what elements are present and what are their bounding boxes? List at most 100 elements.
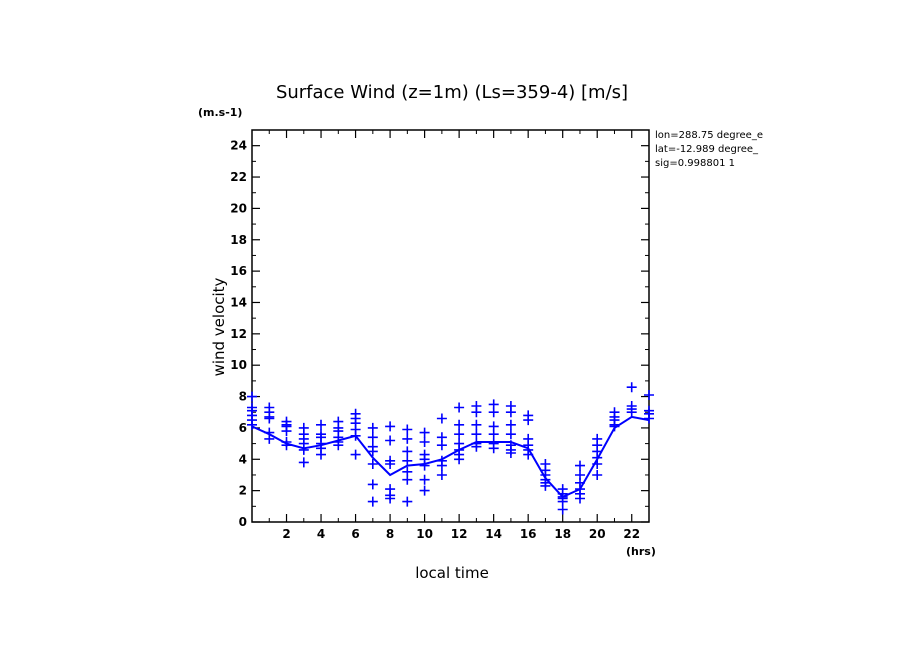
data-point-15-1: [505, 407, 516, 418]
data-point-15-6: [505, 448, 516, 458]
data-point-9-6: [402, 496, 413, 507]
data-point-8-0: [385, 421, 396, 432]
data-point-15-2: [505, 419, 516, 430]
data-point-23-3: [644, 413, 654, 424]
x-tick-label-10: 10: [416, 527, 433, 541]
data-point-20-4: [592, 459, 603, 469]
data-point-8-6: [385, 493, 396, 504]
y-tick-label-12: 12: [230, 327, 247, 341]
data-point-12-0: [454, 402, 465, 413]
data-point-7-4: [367, 459, 378, 469]
data-point-2-3: [281, 426, 292, 437]
x-axis-label: local time: [415, 564, 489, 582]
data-point-11-5: [436, 470, 447, 480]
data-point-21-4: [609, 421, 620, 432]
data-point-10-0: [419, 427, 430, 438]
data-point-22-3: [626, 407, 637, 418]
x-tick-label-8: 8: [386, 527, 394, 541]
x-tick-label-2: 2: [282, 527, 290, 541]
y-tick-label-4: 4: [239, 452, 247, 466]
data-point-19-5: [575, 493, 585, 504]
data-point-12-6: [454, 454, 465, 465]
y-tick-label-14: 14: [230, 295, 247, 309]
data-point-1-5: [264, 433, 275, 444]
data-point-10-1: [419, 437, 430, 447]
data-point-7-5: [367, 479, 378, 490]
data-point-17-5: [540, 480, 551, 491]
data-point-7-6: [367, 496, 378, 507]
x-tick-label-20: 20: [589, 527, 606, 541]
data-point-10-5: [419, 474, 430, 485]
data-point-6-4: [350, 430, 361, 441]
data-point-14-5: [488, 443, 499, 454]
annotation-lon: lon=288.75 degree_e: [655, 130, 763, 141]
mean-line: [251, 415, 650, 499]
data-point-13-3: [471, 429, 482, 440]
chart-title: Surface Wind (z=1m) (Ls=359-4) [m/s]: [276, 82, 628, 103]
data-point-9-1: [402, 433, 413, 444]
x-tick-label-22: 22: [623, 527, 640, 541]
data-point-3-4: [298, 444, 309, 455]
annotation-sig: sig=0.998801 1: [655, 158, 735, 169]
data-point-23-0: [644, 390, 654, 400]
data-point-2-5: [281, 440, 292, 451]
x-tick-label-18: 18: [554, 527, 571, 541]
y-tick-label-0: 0: [239, 515, 247, 529]
data-point-9-0: [402, 424, 413, 435]
data-point-9-3: [402, 455, 413, 466]
data-point-13-2: [471, 419, 482, 430]
y-tick-label-16: 16: [230, 264, 247, 278]
x-tick-label-12: 12: [451, 527, 468, 541]
data-point-15-3: [505, 429, 516, 440]
data-point-12-2: [454, 429, 465, 440]
y-tick-label-24: 24: [230, 139, 247, 153]
data-point-7-0: [367, 422, 378, 433]
data-point-11-2: [436, 440, 447, 451]
data-point-0-0: [247, 391, 257, 402]
data-point-9-5: [402, 474, 413, 485]
x-tick-label-4: 4: [317, 527, 325, 541]
y-tick-label-10: 10: [230, 358, 247, 372]
data-point-8-1: [385, 435, 396, 446]
data-point-11-0: [436, 413, 447, 424]
x-tick-label-14: 14: [485, 527, 502, 541]
data-point-7-3: [367, 446, 378, 457]
data-point-4-0: [316, 419, 326, 430]
x-unit-label: (hrs): [626, 545, 656, 558]
data-point-4-5: [316, 449, 326, 460]
data-point-1-3: [264, 413, 275, 424]
plot-frame: [251, 129, 650, 523]
data-point-7-1: [367, 432, 378, 443]
data-point-19-0: [575, 460, 585, 471]
y-tick-label-22: 22: [230, 170, 247, 184]
data-point-3-5: [298, 457, 309, 468]
data-point-13-5: [471, 441, 482, 452]
annotation-lat: lat=-12.989 degree_: [655, 144, 759, 155]
data-point-8-3: [385, 459, 396, 469]
data-point-11-4: [436, 460, 447, 471]
data-point-13-1: [471, 407, 482, 418]
y-tick-label-18: 18: [230, 233, 247, 247]
data-point-9-2: [402, 446, 413, 457]
data-point-0-5: [247, 419, 257, 430]
x-tick-label-16: 16: [520, 527, 537, 541]
data-point-14-3: [488, 429, 499, 440]
y-tick-label-2: 2: [239, 484, 247, 498]
data-point-16-5: [523, 449, 534, 460]
data-point-22-0: [626, 382, 637, 393]
y-tick-label-6: 6: [239, 421, 247, 435]
y-axis-label: wind velocity: [210, 277, 228, 376]
data-point-20-5: [592, 470, 603, 480]
data-point-6-5: [350, 449, 361, 460]
data-point-10-6: [419, 485, 430, 496]
y-unit-label: (m.s-1): [198, 106, 242, 119]
data-point-5-5: [333, 440, 344, 451]
data-point-16-1: [523, 415, 534, 426]
y-tick-label-20: 20: [230, 201, 247, 215]
data-point-14-1: [488, 407, 499, 418]
x-tick-label-6: 6: [351, 527, 359, 541]
data-point-10-4: [419, 460, 430, 471]
data-point-12-1: [454, 419, 465, 430]
